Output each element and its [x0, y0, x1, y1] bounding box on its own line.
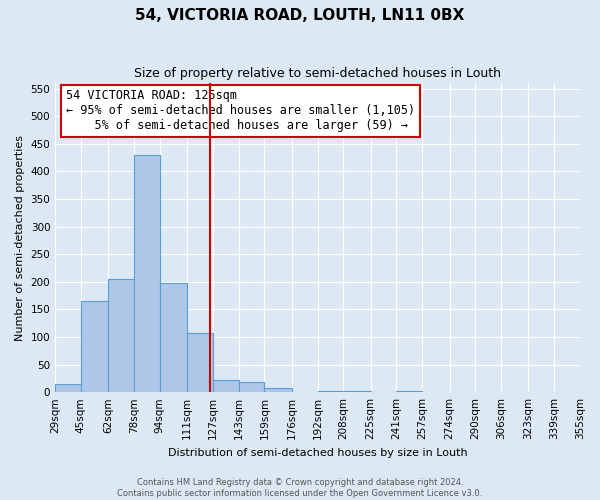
Bar — [160, 284, 187, 392]
Bar — [213, 380, 239, 392]
Bar — [134, 155, 160, 392]
Bar — [343, 390, 371, 392]
Title: Size of property relative to semi-detached houses in Louth: Size of property relative to semi-detach… — [134, 68, 501, 80]
Bar — [81, 301, 108, 392]
Text: 54, VICTORIA ROAD, LOUTH, LN11 0BX: 54, VICTORIA ROAD, LOUTH, LN11 0BX — [136, 8, 464, 22]
Bar — [239, 382, 265, 392]
Bar — [397, 391, 422, 392]
Bar — [55, 384, 81, 392]
Bar — [187, 332, 213, 392]
Bar — [265, 388, 292, 392]
Text: 54 VICTORIA ROAD: 125sqm
← 95% of semi-detached houses are smaller (1,105)
    5: 54 VICTORIA ROAD: 125sqm ← 95% of semi-d… — [65, 89, 415, 132]
X-axis label: Distribution of semi-detached houses by size in Louth: Distribution of semi-detached houses by … — [168, 448, 467, 458]
Bar — [108, 279, 134, 392]
Bar — [317, 390, 343, 392]
Y-axis label: Number of semi-detached properties: Number of semi-detached properties — [15, 134, 25, 340]
Text: Contains HM Land Registry data © Crown copyright and database right 2024.
Contai: Contains HM Land Registry data © Crown c… — [118, 478, 482, 498]
